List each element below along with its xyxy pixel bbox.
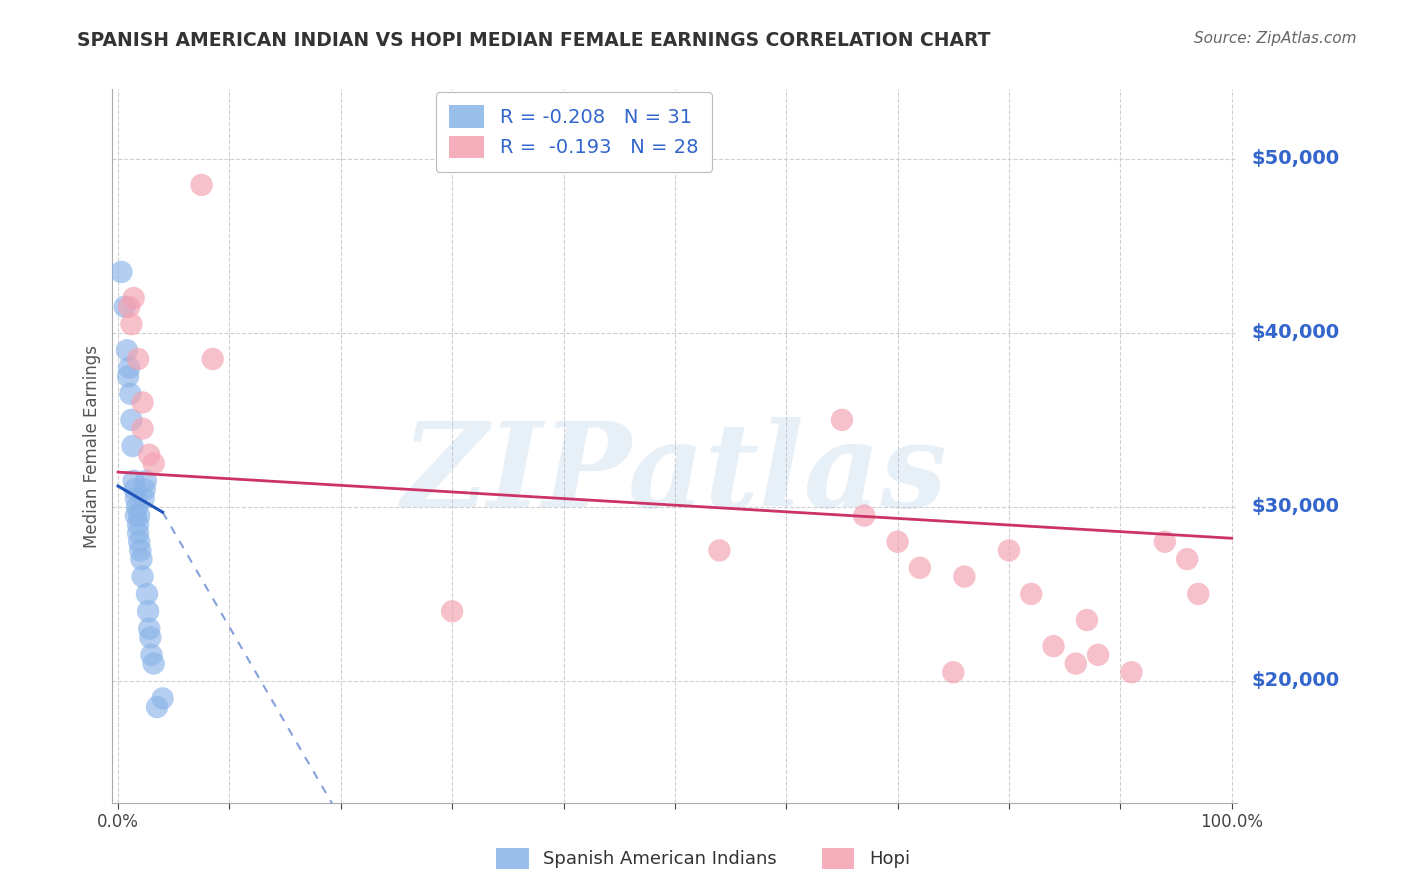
Point: [135, 474, 157, 488]
Text: $50,000: $50,000: [1251, 149, 1340, 169]
Point: [201, 351, 224, 366]
Point: [127, 526, 149, 541]
Point: [131, 421, 153, 435]
Point: [853, 508, 876, 523]
Text: $20,000: $20,000: [1251, 672, 1340, 690]
Point: [125, 508, 148, 523]
Point: [142, 657, 165, 671]
Point: [1087, 648, 1109, 662]
Point: [122, 291, 145, 305]
Point: [124, 483, 146, 497]
Point: [136, 587, 159, 601]
Point: [138, 622, 160, 636]
Point: [125, 491, 148, 506]
Point: [1121, 665, 1143, 680]
Point: [441, 604, 464, 618]
Point: [120, 317, 142, 331]
Y-axis label: Median Female Earnings: Median Female Earnings: [83, 344, 101, 548]
Point: [138, 448, 160, 462]
Point: [1187, 587, 1209, 601]
Point: [118, 360, 141, 375]
Point: [122, 474, 145, 488]
Point: [136, 604, 159, 618]
Point: [886, 534, 908, 549]
Point: [114, 300, 136, 314]
Text: Source: ZipAtlas.com: Source: ZipAtlas.com: [1194, 31, 1357, 46]
Point: [942, 665, 965, 680]
Point: [152, 691, 174, 706]
Point: [1154, 534, 1177, 549]
Point: [118, 300, 141, 314]
Text: SPANISH AMERICAN INDIAN VS HOPI MEDIAN FEMALE EARNINGS CORRELATION CHART: SPANISH AMERICAN INDIAN VS HOPI MEDIAN F…: [77, 31, 991, 50]
Point: [110, 265, 132, 279]
Point: [146, 700, 169, 714]
Point: [127, 517, 149, 532]
Point: [831, 413, 853, 427]
Point: [1076, 613, 1098, 627]
Point: [131, 569, 153, 583]
Text: $30,000: $30,000: [1251, 498, 1339, 516]
Point: [1064, 657, 1087, 671]
Point: [1175, 552, 1198, 566]
Point: [127, 351, 149, 366]
Point: [139, 631, 162, 645]
Point: [190, 178, 212, 192]
Text: $40,000: $40,000: [1251, 324, 1340, 343]
Point: [117, 369, 139, 384]
Point: [128, 534, 150, 549]
Legend: Spanish American Indians, Hopi: Spanish American Indians, Hopi: [489, 840, 917, 876]
Legend: R = -0.208   N = 31, R =  -0.193   N = 28: R = -0.208 N = 31, R = -0.193 N = 28: [436, 92, 711, 171]
Point: [908, 561, 931, 575]
Point: [125, 500, 148, 514]
Point: [142, 457, 165, 471]
Point: [120, 386, 142, 401]
Point: [1019, 587, 1042, 601]
Point: [128, 508, 150, 523]
Point: [953, 569, 976, 583]
Point: [115, 343, 138, 358]
Point: [134, 483, 156, 497]
Point: [1042, 639, 1064, 653]
Point: [141, 648, 163, 662]
Point: [121, 439, 143, 453]
Point: [129, 543, 152, 558]
Point: [120, 413, 142, 427]
Text: ZIPatlas: ZIPatlas: [402, 417, 948, 532]
Point: [132, 491, 155, 506]
Point: [131, 395, 153, 409]
Point: [709, 543, 731, 558]
Point: [131, 552, 153, 566]
Point: [998, 543, 1021, 558]
